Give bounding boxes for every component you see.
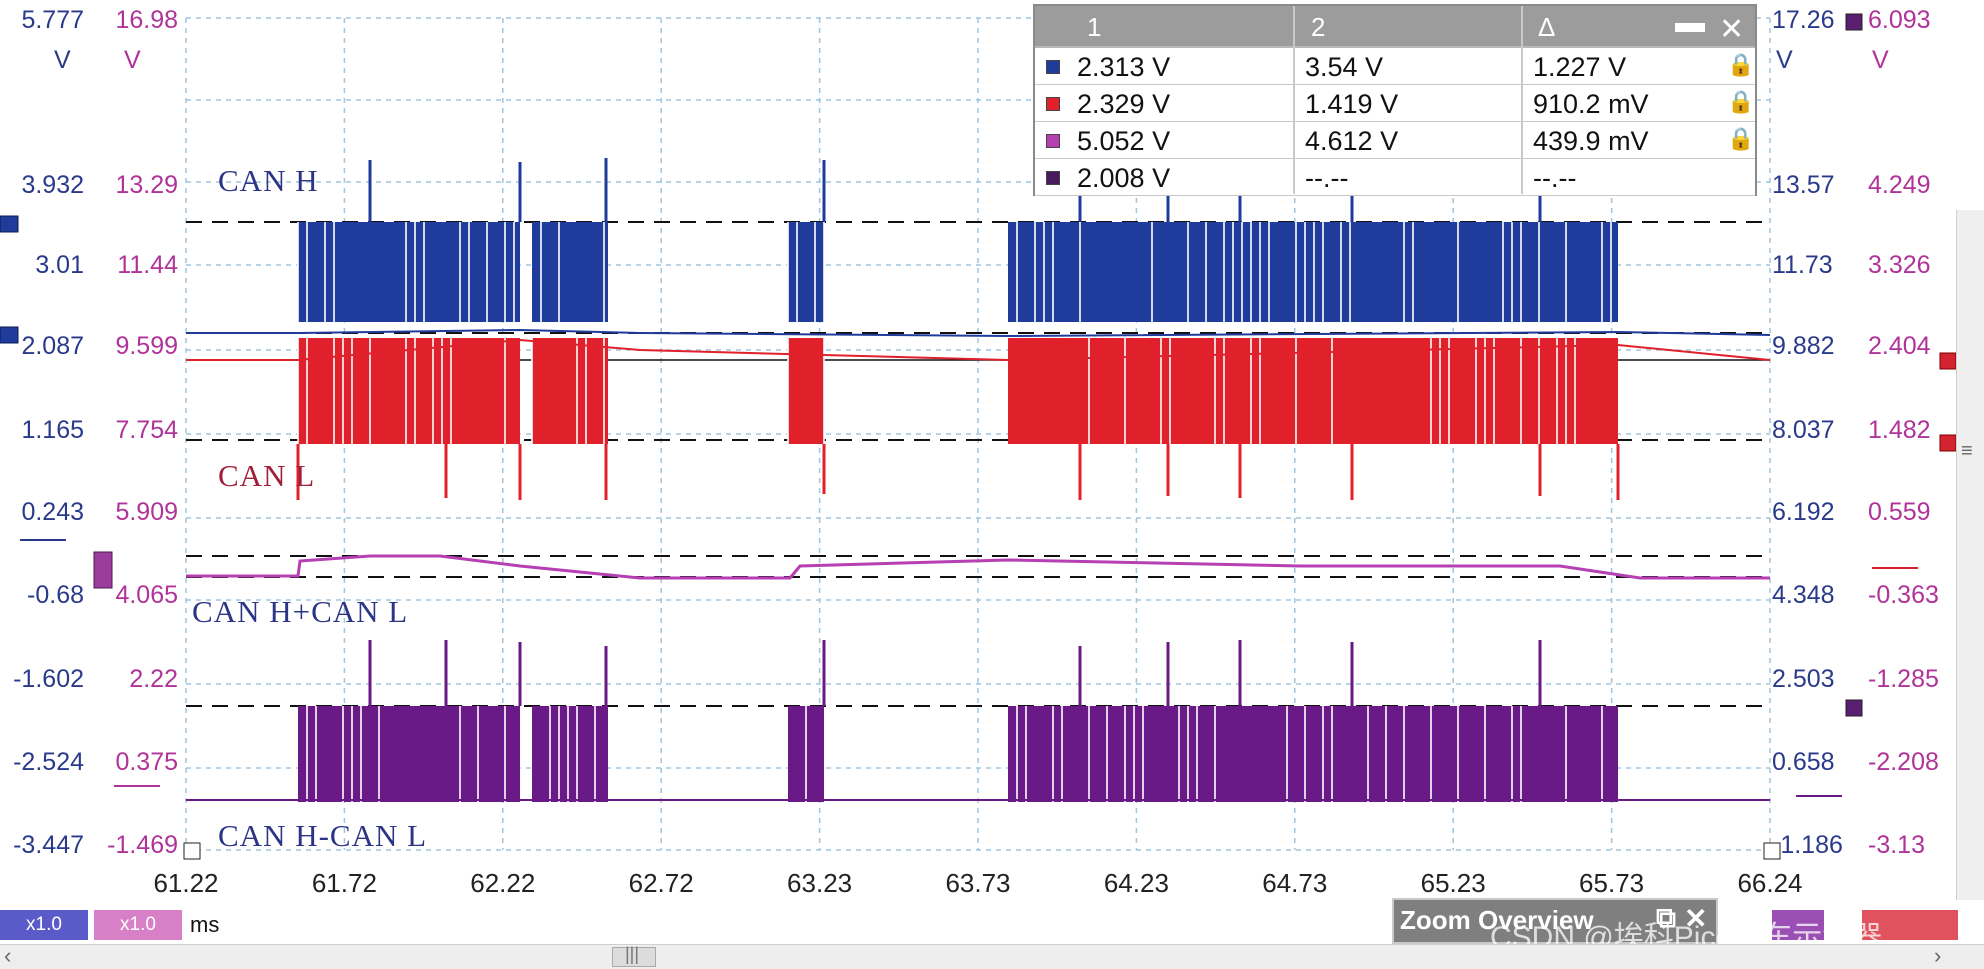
can-h-burst [532, 222, 608, 322]
measurement-row: 2.313 V 3.54 V 1.227 V 🔒 [1035, 48, 1755, 85]
x-tick-label: 62.22 [443, 868, 563, 899]
ch2-marker [1940, 353, 1956, 369]
ch1-cursor-marker [0, 327, 18, 343]
value-delta: 1.227 V [1533, 52, 1626, 83]
value-1: 2.008 V [1077, 163, 1170, 194]
sum-label: CAN H+CAN L [192, 594, 408, 630]
grip-icon: ≡ [1961, 440, 1973, 463]
col-header-2: 2 [1311, 12, 1325, 43]
x-tick-label: 64.73 [1235, 868, 1355, 899]
value-delta: 439.9 mV [1533, 126, 1649, 157]
vertical-scrollbar[interactable]: ≡ [1956, 210, 1984, 900]
can-h-label: CAN H [218, 163, 319, 199]
x-tick-label: 62.72 [601, 868, 721, 899]
x-tick-label: 61.22 [126, 868, 246, 899]
channel-swatch [1046, 171, 1060, 185]
x-tick-label: 63.23 [760, 868, 880, 899]
sum-cursor-marker [94, 552, 112, 588]
col-divider [1521, 6, 1523, 194]
diff-burst [532, 706, 608, 802]
x-tick-label: 61.72 [284, 868, 404, 899]
close-icon[interactable]: ✕ [1719, 12, 1744, 47]
ch4-marker [1846, 14, 1862, 30]
value-2: 1.419 V [1305, 89, 1398, 120]
x-unit-label: ms [190, 912, 219, 938]
can-l-burst [532, 338, 608, 444]
value-1: 5.052 V [1077, 126, 1170, 157]
can-l-label: CAN L [218, 458, 315, 494]
ch1-scale-badge[interactable]: x1.0 [0, 910, 88, 940]
can-h-burst [788, 222, 824, 322]
value-1: 2.329 V [1077, 89, 1170, 120]
measurement-row: 2.008 V --.-- --.-- [1035, 159, 1755, 196]
ch1-cursor-marker [0, 216, 18, 232]
channel-swatch [1046, 134, 1060, 148]
x-tick-label: 65.23 [1393, 868, 1513, 899]
x-tick-label: 66.24 [1710, 868, 1830, 899]
col-header-delta: Δ [1538, 12, 1555, 43]
lock-icon[interactable]: 🔒 [1727, 126, 1754, 152]
minimize-icon[interactable]: ▬ [1675, 6, 1705, 40]
diff-burst [298, 706, 520, 802]
x-tick-label: 64.23 [1076, 868, 1196, 899]
measurements-panel[interactable]: 1 2 Δ ▬ ✕ 2.313 V 3.54 V 1.227 V 🔒 2.329 V 1.… [1033, 4, 1757, 196]
x-cursor-marker [1764, 843, 1780, 859]
scroll-right-icon[interactable]: › [1934, 943, 1941, 969]
channel-swatch [1046, 60, 1060, 74]
scroll-thumb[interactable]: ||| [612, 947, 656, 967]
x-cursor-marker [184, 843, 200, 859]
value-2: 3.54 V [1305, 52, 1383, 83]
ch2-marker [1940, 435, 1956, 451]
x-tick-label: 65.73 [1552, 868, 1672, 899]
lock-icon[interactable]: 🔒 [1727, 52, 1754, 78]
value-2: 4.612 V [1305, 126, 1398, 157]
value-2: --.-- [1305, 163, 1348, 194]
value-delta: --.-- [1533, 163, 1576, 194]
can-l-burst [298, 338, 520, 444]
measurement-row: 5.052 V 4.612 V 439.9 mV 🔒 [1035, 122, 1755, 159]
lock-icon[interactable]: 🔒 [1727, 89, 1754, 115]
measurement-row: 2.329 V 1.419 V 910.2 mV 🔒 [1035, 85, 1755, 122]
scroll-left-icon[interactable]: ‹ [4, 943, 11, 969]
col-header-1: 1 [1087, 12, 1101, 43]
can-h-burst [1008, 222, 1618, 322]
value-delta: 910.2 mV [1533, 89, 1649, 120]
ch4-marker [1846, 700, 1862, 716]
measurements-header: 1 2 Δ ▬ ✕ [1035, 6, 1755, 46]
col-divider [1293, 6, 1295, 194]
x-tick-label: 63.73 [918, 868, 1038, 899]
diff-burst [1008, 706, 1618, 802]
grip-icon: ||| [625, 944, 639, 965]
horizontal-scrollbar[interactable]: ‹ ||| › [0, 944, 1984, 969]
diff-label: CAN H-CAN L [218, 818, 427, 854]
channel-swatch [1046, 97, 1060, 111]
value-1: 2.313 V [1077, 52, 1170, 83]
can-l-burst [1008, 338, 1618, 444]
measurements-rows: 2.313 V 3.54 V 1.227 V 🔒 2.329 V 1.419 V 910.2… [1035, 48, 1755, 196]
ch2-scale-badge[interactable]: x1.0 [94, 910, 182, 940]
